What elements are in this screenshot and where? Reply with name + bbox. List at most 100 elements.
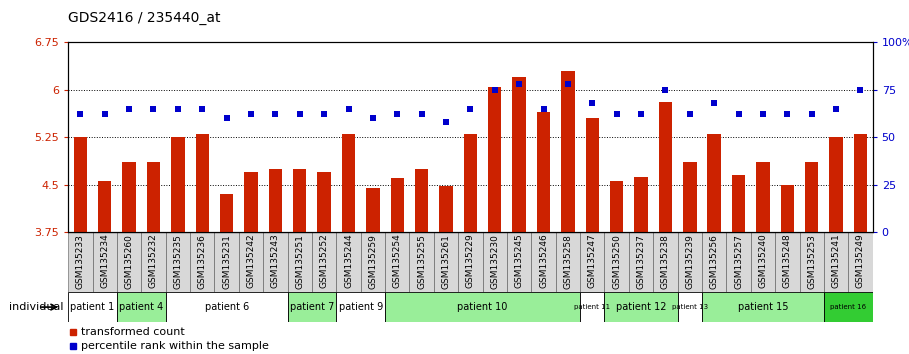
Bar xyxy=(141,232,165,292)
Bar xyxy=(507,232,532,292)
Point xyxy=(390,112,405,117)
Text: GSM135260: GSM135260 xyxy=(125,234,134,289)
Bar xyxy=(604,292,677,322)
Bar xyxy=(702,292,824,322)
Point xyxy=(268,112,283,117)
Bar xyxy=(287,292,336,322)
Text: GSM135258: GSM135258 xyxy=(564,234,573,289)
Bar xyxy=(805,162,818,232)
Bar xyxy=(604,232,629,292)
Bar xyxy=(391,178,404,232)
Bar xyxy=(165,292,287,322)
Bar xyxy=(488,87,502,232)
Bar xyxy=(824,232,848,292)
Text: patient 15: patient 15 xyxy=(738,302,788,312)
Bar xyxy=(98,181,112,232)
Text: GSM135236: GSM135236 xyxy=(198,234,206,289)
Text: GSM135233: GSM135233 xyxy=(75,234,85,289)
Point xyxy=(634,112,648,117)
Bar xyxy=(677,232,702,292)
Bar xyxy=(707,134,721,232)
Bar xyxy=(117,292,165,322)
Bar xyxy=(513,77,526,232)
Point xyxy=(487,87,502,93)
Bar xyxy=(483,232,507,292)
Bar xyxy=(580,232,604,292)
Bar xyxy=(458,232,483,292)
Text: GSM135259: GSM135259 xyxy=(368,234,377,289)
Bar xyxy=(659,102,672,232)
Text: patient 11: patient 11 xyxy=(574,304,610,310)
Text: individual: individual xyxy=(9,302,64,312)
Point xyxy=(731,112,745,117)
Text: GSM135256: GSM135256 xyxy=(710,234,719,289)
Bar xyxy=(532,232,555,292)
Text: patient 6: patient 6 xyxy=(205,302,249,312)
Point xyxy=(171,106,185,112)
Bar xyxy=(829,137,843,232)
Point xyxy=(439,119,454,125)
Point xyxy=(463,106,478,112)
Text: patient 10: patient 10 xyxy=(457,302,508,312)
Point xyxy=(73,112,87,117)
Bar xyxy=(756,162,770,232)
Text: patient 1: patient 1 xyxy=(70,302,115,312)
Text: patient 9: patient 9 xyxy=(338,302,383,312)
Bar xyxy=(190,232,215,292)
Bar xyxy=(726,232,751,292)
Bar xyxy=(220,194,234,232)
Point xyxy=(195,106,209,112)
Bar xyxy=(123,162,135,232)
Bar xyxy=(464,134,477,232)
Point xyxy=(658,87,673,93)
Text: GSM135229: GSM135229 xyxy=(466,234,474,289)
Bar xyxy=(336,232,361,292)
Text: GSM135249: GSM135249 xyxy=(856,234,865,289)
Bar xyxy=(269,169,282,232)
Bar xyxy=(366,188,380,232)
Bar xyxy=(702,232,726,292)
Bar xyxy=(561,71,574,232)
Bar xyxy=(634,177,648,232)
Bar xyxy=(775,232,800,292)
Text: GSM135245: GSM135245 xyxy=(514,234,524,289)
Text: GSM135240: GSM135240 xyxy=(758,234,767,289)
Bar xyxy=(409,232,434,292)
Bar xyxy=(385,232,409,292)
Bar xyxy=(361,232,385,292)
Point xyxy=(97,112,112,117)
Bar xyxy=(677,292,702,322)
Bar xyxy=(732,175,745,232)
Point xyxy=(829,106,844,112)
Bar xyxy=(439,186,453,232)
Point xyxy=(415,112,429,117)
Point xyxy=(244,112,258,117)
Text: GSM135243: GSM135243 xyxy=(271,234,280,289)
Text: GSM135231: GSM135231 xyxy=(222,234,231,289)
Bar xyxy=(245,172,258,232)
Point xyxy=(585,100,600,106)
Bar xyxy=(610,181,624,232)
Bar xyxy=(93,232,117,292)
Bar xyxy=(385,292,580,322)
Bar xyxy=(654,232,677,292)
Text: GSM135257: GSM135257 xyxy=(734,234,743,289)
Text: patient 4: patient 4 xyxy=(119,302,164,312)
Text: transformed count: transformed count xyxy=(81,327,185,337)
Point xyxy=(122,106,136,112)
Bar xyxy=(629,232,654,292)
Text: GSM135261: GSM135261 xyxy=(442,234,451,289)
Text: GSM135250: GSM135250 xyxy=(612,234,621,289)
Text: GSM135253: GSM135253 xyxy=(807,234,816,289)
Bar xyxy=(74,137,87,232)
Bar xyxy=(165,232,190,292)
Bar xyxy=(68,232,93,292)
Text: patient 7: patient 7 xyxy=(290,302,335,312)
Point xyxy=(707,100,722,106)
Bar xyxy=(854,134,867,232)
Bar xyxy=(751,232,775,292)
Point xyxy=(365,115,380,121)
Text: GDS2416 / 235440_at: GDS2416 / 235440_at xyxy=(68,11,221,25)
Point xyxy=(512,81,526,87)
Point xyxy=(854,87,868,93)
